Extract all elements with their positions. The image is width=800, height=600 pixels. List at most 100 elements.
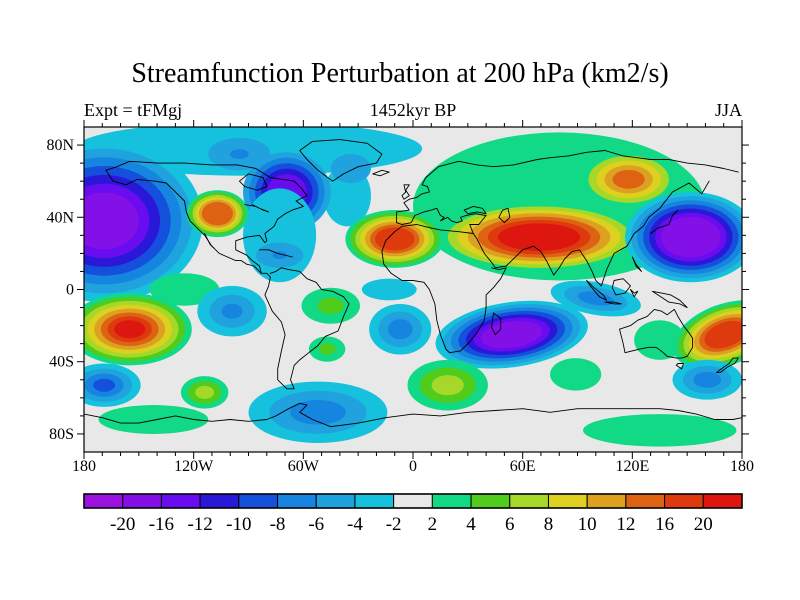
coastline-madagascar bbox=[491, 312, 502, 336]
contour-feature-sw-pacific-green-spot bbox=[180, 376, 229, 409]
colorbar-cell bbox=[238, 493, 279, 509]
colorbar-cell bbox=[509, 493, 549, 509]
colorbar-cell bbox=[122, 493, 162, 509]
coastline-cuba-hispaniola bbox=[259, 249, 293, 258]
colorbar-cell bbox=[160, 493, 201, 509]
contour-feature-se-pacific-blue bbox=[197, 285, 267, 337]
coastline-japan bbox=[650, 209, 679, 234]
contour-feature-south-nz-blue bbox=[672, 359, 742, 400]
colorbar-cell bbox=[702, 493, 743, 509]
colorbar-border bbox=[83, 493, 743, 509]
y-tick-label: 40N bbox=[46, 209, 74, 226]
coastline-hudson-bay bbox=[238, 173, 268, 191]
coastline-new-guinea bbox=[651, 290, 688, 309]
contour-feature-caribbean-blue bbox=[255, 242, 304, 268]
contour-feature-west-us-orange bbox=[186, 190, 249, 238]
coastline-americas-west bbox=[105, 169, 350, 390]
coastline-java bbox=[604, 301, 622, 305]
coastline-sulawesi bbox=[630, 289, 639, 298]
x-tick-label: 120E bbox=[615, 458, 649, 475]
contour-feature-antarctic-peninsula-blue bbox=[248, 381, 388, 443]
coastline-caspian-sea bbox=[498, 207, 511, 224]
y-tick-label: 0 bbox=[66, 282, 74, 299]
coastline-philippines bbox=[631, 256, 642, 272]
contour-feature-sw-africa-green bbox=[407, 359, 488, 411]
colorbar-cell bbox=[354, 493, 395, 509]
colorbar-label: -4 bbox=[347, 514, 363, 535]
contour-feature-s-indian-purple bbox=[435, 300, 588, 369]
coastline-borneo bbox=[611, 278, 631, 296]
contour-feature-west-africa-red bbox=[345, 210, 445, 268]
colorbar-cell bbox=[664, 493, 704, 509]
contour-feature-north-pacific-purple bbox=[84, 139, 203, 303]
contour-feature-eq-pacific-green bbox=[149, 273, 220, 306]
contour-feature-brazil-green bbox=[301, 287, 360, 324]
contour-feature-se-brazil-green bbox=[308, 336, 346, 362]
colorbar-label: -16 bbox=[149, 514, 174, 535]
colorbar-label: -20 bbox=[110, 514, 135, 535]
contour-feature-antarctica-green-east bbox=[582, 414, 737, 447]
y-tick-label: 80N bbox=[46, 137, 74, 154]
colorbar-label: 6 bbox=[505, 514, 515, 535]
coastline-sumatra bbox=[586, 280, 608, 301]
colorbar-cell bbox=[277, 493, 317, 509]
coastline-baja bbox=[204, 233, 215, 249]
colorbar: -20 -16 -12 -10 -8 -6 -4 -2 2 4 6 8 10 12 16 20 bbox=[83, 493, 743, 535]
coastline-tasmania bbox=[675, 363, 684, 370]
coastline-iceland bbox=[372, 169, 390, 177]
x-tick-label: 120W bbox=[174, 458, 214, 475]
contour-feature-sw-pacific-blue bbox=[84, 363, 141, 407]
coastline-black-sea bbox=[463, 205, 487, 215]
contour-feature-central-asia-red bbox=[447, 206, 631, 268]
coastline-europe-med bbox=[396, 207, 487, 234]
contour-feature-australia-green bbox=[634, 320, 686, 360]
contour-feature-nw-pacific-purple bbox=[625, 192, 742, 283]
contour-feature-mid-s-indian-green bbox=[550, 358, 602, 391]
colorbar-label: -10 bbox=[226, 514, 251, 535]
season-label: JJA bbox=[714, 100, 742, 120]
coastline-uk-ireland bbox=[401, 184, 410, 200]
coastlines bbox=[84, 139, 742, 428]
contour-feature-arctic-blue-canada bbox=[208, 137, 271, 171]
colorbar-cell bbox=[547, 493, 588, 509]
colorbar-cell bbox=[625, 493, 666, 509]
colorbar-cell bbox=[470, 493, 511, 509]
time-label: 1452kyr BP bbox=[369, 100, 457, 120]
coastline-greenland bbox=[299, 139, 383, 182]
chart-title: Streamfunction Perturbation at 200 hPa (… bbox=[131, 58, 669, 89]
y-tick-label: 40S bbox=[49, 354, 74, 371]
contour-feature-antarctica-green-west bbox=[98, 405, 209, 434]
coastline-new-zealand bbox=[715, 357, 739, 374]
colorbar-cell bbox=[586, 493, 627, 509]
colorbar-label: -8 bbox=[270, 514, 286, 535]
experiment-label: Expt = tFMgj bbox=[84, 100, 183, 120]
colorbar-label: -2 bbox=[386, 514, 402, 535]
contour-feature-south-pacific-red bbox=[84, 293, 192, 366]
colorbar-label: 16 bbox=[655, 514, 674, 535]
contour-blobs bbox=[84, 127, 742, 447]
x-tick-label: 180 bbox=[72, 458, 96, 475]
contour-feature-ne-siberia-orange bbox=[588, 155, 669, 203]
colorbar-label: 2 bbox=[428, 514, 438, 535]
colorbar-cell bbox=[83, 493, 124, 509]
colorbar-label: 10 bbox=[578, 514, 597, 535]
axis-tick-labels: 180 120W 60W 0 60E 120E 180 80N 40N 0 40S 80S bbox=[46, 137, 754, 475]
x-tick-label: 60W bbox=[288, 458, 320, 475]
colorbar-label: 12 bbox=[616, 514, 635, 535]
coastline-eurasia-arctic bbox=[421, 150, 739, 186]
contour-feature-east-australia-red bbox=[672, 300, 742, 370]
coastline-australia bbox=[619, 308, 694, 359]
colorbar-label: 20 bbox=[694, 514, 713, 535]
coastline-great-lakes bbox=[244, 204, 270, 213]
contour-feature-east-na-cyan bbox=[243, 188, 317, 283]
coastline-na-east-arctic bbox=[105, 160, 308, 274]
axis-ticks bbox=[77, 120, 749, 459]
map-layer bbox=[84, 127, 742, 452]
colorbar-label: -12 bbox=[187, 514, 212, 535]
colorbar-cell bbox=[315, 493, 356, 509]
colorbar-label: 8 bbox=[544, 514, 554, 535]
contour-feature-s-atlantic-blue bbox=[369, 303, 432, 355]
contour-feature-eq-atlantic-cyan bbox=[361, 278, 417, 301]
